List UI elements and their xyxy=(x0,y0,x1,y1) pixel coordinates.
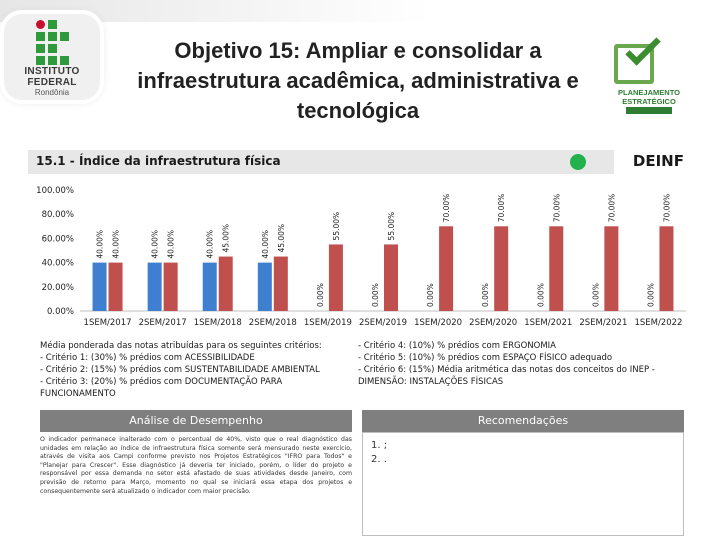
x-tick-label: 1SEM/2022 xyxy=(634,318,682,328)
x-tick-label: 1SEM/2017 xyxy=(84,318,132,328)
data-label: 45.00% xyxy=(277,224,286,253)
bar-baseline xyxy=(92,262,107,311)
data-label: 40.00% xyxy=(206,230,215,259)
x-tick-label: 2SEM/2021 xyxy=(579,318,627,328)
x-tick-label: 1SEM/2018 xyxy=(194,318,242,328)
recommendations-header: Recomendações xyxy=(362,410,684,432)
data-label: 0.00% xyxy=(371,283,380,307)
criteria-right: - Critério 4: (10%) % prédios com ERGONO… xyxy=(358,340,678,388)
bar-baseline xyxy=(147,262,162,311)
data-label: 70.00% xyxy=(607,194,616,223)
x-tick-label: 2SEM/2017 xyxy=(139,318,187,328)
ifro-mark-icon xyxy=(36,20,70,66)
criterion-3: - Critério 3: (20%) % prédios com DOCUME… xyxy=(40,377,285,399)
logo-strip xyxy=(626,107,672,114)
x-tick-label: 1SEM/2019 xyxy=(304,318,352,328)
data-label: 40.00% xyxy=(261,230,270,259)
indicator-title: 15.1 - Índice da infraestrutura física xyxy=(36,154,281,168)
data-label: 45.00% xyxy=(222,224,231,253)
recommendation-item: 2. . xyxy=(371,454,387,465)
y-tick-label: 40.00% xyxy=(42,259,74,269)
data-label: 40.00% xyxy=(151,230,160,259)
data-label: 55.00% xyxy=(387,212,396,241)
ifro-logo: INSTITUTO FEDERAL Rondônia xyxy=(4,14,100,100)
ifro-logo-line3: Rondônia xyxy=(34,88,70,97)
data-label: 0.00% xyxy=(316,283,325,307)
x-tick-label: 1SEM/2021 xyxy=(524,318,572,328)
data-label: 0.00% xyxy=(536,283,545,307)
y-tick-label: 80.00% xyxy=(42,210,74,220)
criterion-2: - Critério 2: (15%) % prédios com SUSTEN… xyxy=(40,365,320,375)
bar-target xyxy=(218,256,233,311)
bar-target xyxy=(384,244,398,311)
bar-target xyxy=(659,226,674,311)
bar-baseline xyxy=(257,262,272,311)
header-decoration xyxy=(0,0,720,22)
data-label: 70.00% xyxy=(552,194,561,223)
ifro-logo-line2: FEDERAL xyxy=(27,77,77,88)
bar-chart: 0.00% 20.00% 40.00% 60.00% 80.00% 100.00% 40.0… xyxy=(36,186,686,328)
analysis-header: Análise de Desempenho xyxy=(40,410,352,432)
bar-target xyxy=(604,226,619,311)
data-label: 70.00% xyxy=(497,194,506,223)
bar-target xyxy=(439,226,454,311)
unit-label: DEINF xyxy=(632,152,684,170)
data-label: 40.00% xyxy=(112,230,121,259)
data-label: 40.00% xyxy=(167,230,176,259)
ifro-logo-line1: INSTITUTO xyxy=(24,66,80,77)
criterion-6: - Critério 6: (15%) Média aritmética das… xyxy=(358,365,658,387)
data-label: 0.00% xyxy=(481,283,490,307)
planejamento-logo-line2: ESTRATÉGICO xyxy=(622,97,676,106)
criteria-left: Média ponderada das notas atribuídas par… xyxy=(40,340,352,400)
planejamento-logo: PLANEJAMENTO ESTRATÉGICO xyxy=(608,30,690,120)
recommendation-item: 1. ; xyxy=(371,440,388,451)
data-label: 0.00% xyxy=(591,283,600,307)
checkbox-mark-icon xyxy=(614,44,654,84)
x-tick-label: 2SEM/2020 xyxy=(469,318,517,328)
bar-target xyxy=(328,244,343,311)
data-label: 0.00% xyxy=(426,283,435,307)
analysis-text: O indicador permanece inalterado com o p… xyxy=(40,436,352,495)
criterion-1: - Critério 1: (30%) % prédios com ACESSI… xyxy=(40,353,255,363)
bar-target xyxy=(163,262,178,311)
bar-target xyxy=(108,262,123,311)
indicator-header: 15.1 - Índice da infraestrutura física D… xyxy=(28,150,688,174)
recommendations-box: 1. ; 2. . xyxy=(362,432,684,536)
criterion-5: - Critério 5: (10%) % prédios com ESPAÇO… xyxy=(358,353,613,363)
bar-baseline xyxy=(202,262,217,311)
planejamento-logo-line1: PLANEJAMENTO xyxy=(618,88,680,97)
bar-target xyxy=(273,256,288,311)
x-tick-label: 1SEM/2020 xyxy=(414,318,462,328)
x-tick-label: 2SEM/2018 xyxy=(249,318,297,328)
x-tick-label: 2SEM/2019 xyxy=(359,318,407,328)
data-label: 70.00% xyxy=(662,194,671,223)
y-tick-label: 20.00% xyxy=(42,283,74,293)
recommendations-list: 1. ; 2. . xyxy=(371,439,387,467)
bar-target xyxy=(494,226,509,311)
data-label: 70.00% xyxy=(442,194,451,223)
data-label: 0.00% xyxy=(646,283,655,307)
unit-box: DEINF xyxy=(614,150,688,174)
bar-target xyxy=(549,226,564,311)
y-tick-label: 0.00% xyxy=(47,307,74,317)
criteria-heading: Média ponderada das notas atribuídas par… xyxy=(40,341,322,351)
y-tick-label: 60.00% xyxy=(42,234,74,244)
green-circle-icon xyxy=(570,154,586,170)
data-label: 55.00% xyxy=(332,212,341,241)
criterion-4: - Critério 4: (10%) % prédios com ERGONO… xyxy=(358,341,556,351)
y-tick-label: 100.00% xyxy=(36,186,74,196)
data-label: 40.00% xyxy=(96,230,105,259)
page-title: Objetivo 15: Ampliar e consolidar a infr… xyxy=(137,38,579,123)
